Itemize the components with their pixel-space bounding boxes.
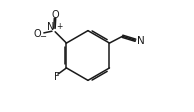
Text: O: O (52, 10, 60, 20)
Text: F: F (54, 71, 60, 81)
Text: −: − (39, 32, 46, 41)
Text: O: O (34, 28, 42, 38)
Text: +: + (56, 21, 63, 30)
Text: N: N (47, 22, 55, 32)
Text: N: N (137, 35, 145, 45)
